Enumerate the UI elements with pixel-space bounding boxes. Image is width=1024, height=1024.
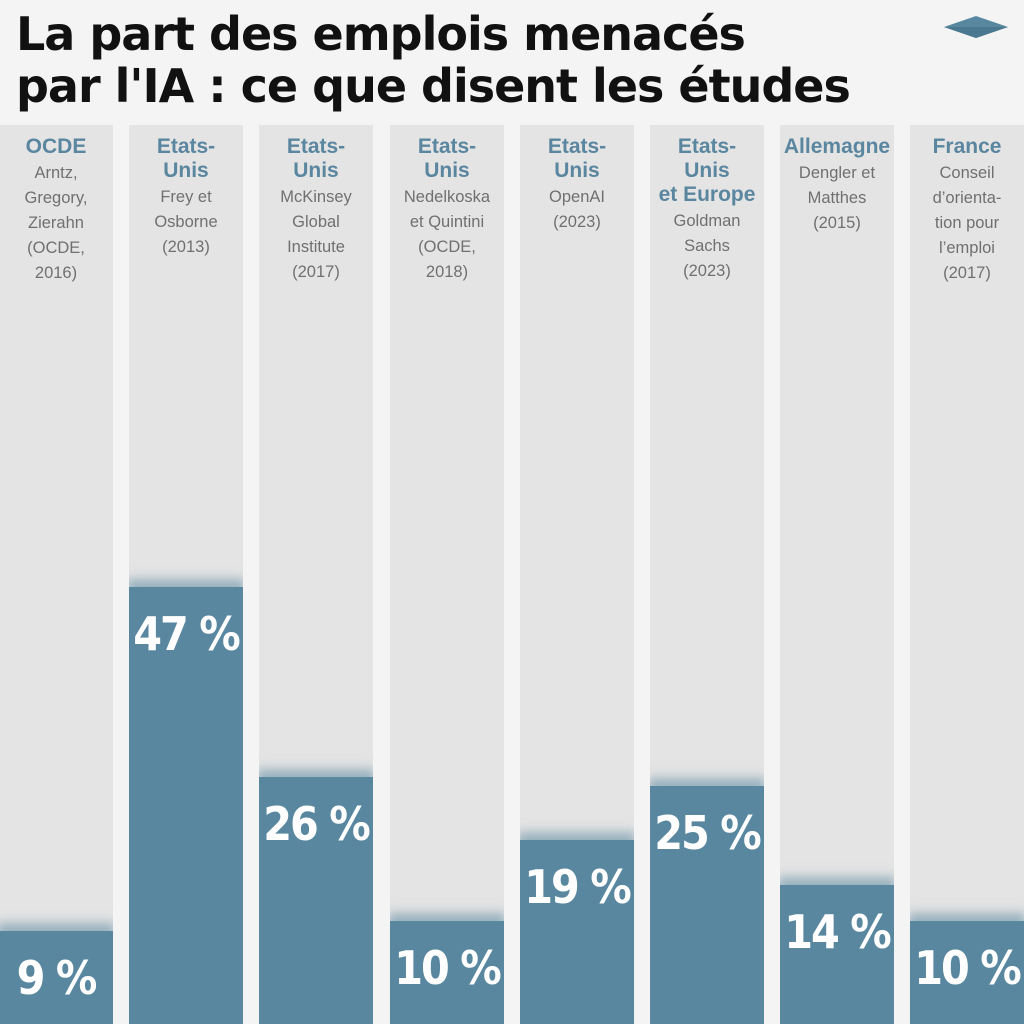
bar: 10 % — [910, 921, 1024, 1024]
bar: 10 % — [390, 921, 504, 1024]
bar-value-label: 25 % — [654, 806, 761, 860]
country-label: Etats- Unis — [417, 135, 477, 182]
chart-title: La part des emplois menacés par l'IA : c… — [16, 7, 851, 113]
column-header: Etats- Unis McKinsey Global Institute (20… — [259, 135, 373, 285]
column-header: OCDE Arntz, Gregory, Zierahn (OCDE, 2016) — [0, 135, 113, 286]
bar: 19 % — [520, 840, 634, 1024]
country-label: OCDE — [25, 135, 87, 158]
bar-value-label: 10 % — [394, 941, 501, 995]
country-label: Etats- Unis — [286, 135, 346, 182]
diamond-logo-icon — [944, 16, 1008, 38]
chart-column: OCDE Arntz, Gregory, Zierahn (OCDE, 2016)… — [0, 125, 113, 1024]
chart-title-line-2: par l'IA : ce que disent les études — [16, 59, 851, 113]
chart-column: Etats- Unis Nedelkoska et Quintini (OCDE,… — [390, 125, 504, 1024]
column-header: France Conseil d’orienta- tion pour l’emp… — [910, 135, 1024, 286]
country-label: Etats- Unis et Europe — [658, 135, 756, 206]
bar-value-label: 10 % — [914, 941, 1021, 995]
column-header: Etats- Unis et Europe Goldman Sachs (2023… — [650, 135, 764, 284]
country-label: France — [932, 135, 1002, 158]
study-source-label: OpenAI (2023) — [549, 188, 605, 231]
chart-title-line-1: La part des emplois menacés — [16, 7, 746, 61]
study-source-label: Arntz, Gregory, Zierahn (OCDE, 2016) — [24, 164, 88, 282]
study-source-label: McKinsey Global Institute (2017) — [280, 188, 352, 281]
study-source-label: Goldman Sachs (2023) — [673, 212, 741, 280]
study-source-label: Dengler et Matthes (2015) — [798, 164, 876, 232]
bar: 47 % — [129, 587, 243, 1024]
bar-value-label: 9 % — [16, 951, 98, 1005]
chart-column: Allemagne Dengler et Matthes (2015) 14 % — [780, 125, 894, 1024]
bar: 25 % — [650, 786, 764, 1024]
bar-value-label: 26 % — [263, 797, 370, 851]
bar: 14 % — [780, 885, 894, 1024]
bar-value-label: 47 % — [133, 607, 240, 661]
bar-value-label: 14 % — [784, 905, 891, 959]
column-header: Etats- Unis OpenAI (2023) — [520, 135, 634, 235]
bar: 9 % — [0, 931, 113, 1024]
column-header: Allemagne Dengler et Matthes (2015) — [780, 135, 894, 236]
chart-column: Etats- Unis OpenAI (2023) 19 % — [520, 125, 634, 1024]
bar: 26 % — [259, 777, 373, 1024]
study-source-label: Conseil d’orienta- tion pour l’emploi (2… — [932, 164, 1002, 282]
country-label: Allemagne — [783, 135, 891, 158]
country-label: Etats- Unis — [156, 135, 216, 182]
bar-value-label: 19 % — [524, 860, 631, 914]
bar-chart: OCDE Arntz, Gregory, Zierahn (OCDE, 2016)… — [0, 125, 1024, 1024]
chart-column: Etats- Unis et Europe Goldman Sachs (2023… — [650, 125, 764, 1024]
study-source-label: Nedelkoska et Quintini (OCDE, 2018) — [403, 188, 491, 281]
country-label: Etats- Unis — [547, 135, 607, 182]
chart-column: Etats- Unis McKinsey Global Institute (20… — [259, 125, 373, 1024]
column-header: Etats- Unis Frey et Osborne (2013) — [129, 135, 243, 260]
study-source-label: Frey et Osborne (2013) — [154, 188, 218, 256]
chart-column: France Conseil d’orienta- tion pour l’emp… — [910, 125, 1024, 1024]
column-header: Etats- Unis Nedelkoska et Quintini (OCDE,… — [390, 135, 504, 285]
chart-column: Etats- Unis Frey et Osborne (2013) 47 % — [129, 125, 243, 1024]
